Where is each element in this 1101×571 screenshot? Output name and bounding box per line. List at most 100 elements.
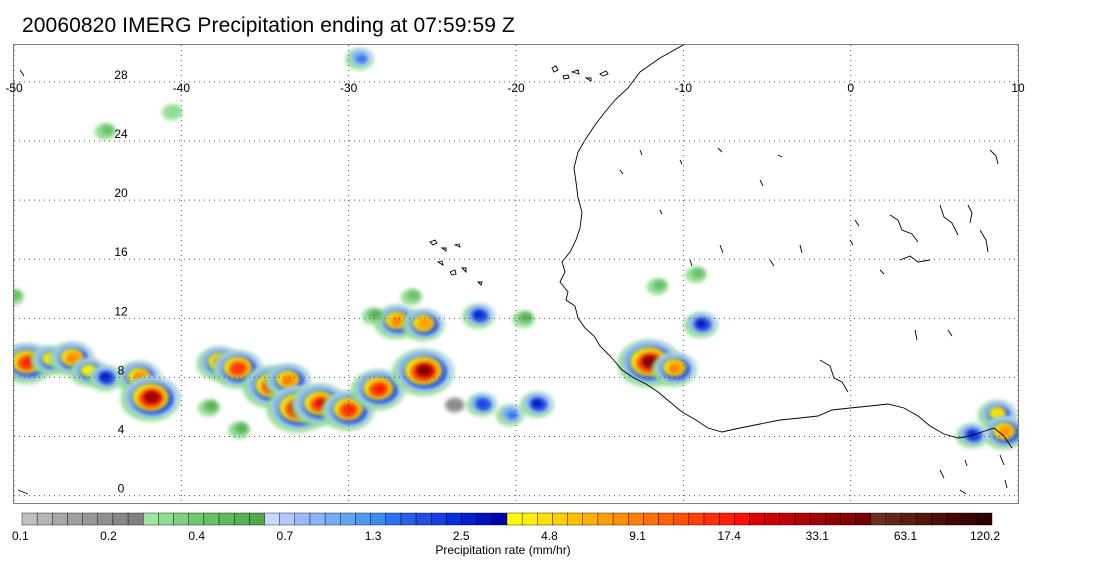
precip-cell (197, 399, 220, 417)
lat-tick-label: 8 (118, 363, 125, 377)
colorbar-swatch (249, 512, 265, 526)
colorbar-swatch (612, 512, 629, 526)
colorbar-swatch (143, 512, 159, 526)
colorbar-swatch (658, 512, 674, 526)
precip-contour (234, 422, 249, 434)
precip-cell (955, 423, 988, 449)
precip-contour (368, 309, 382, 320)
colorbar-swatch (264, 512, 280, 526)
colorbar-swatch (506, 512, 523, 526)
precip-contour (653, 279, 667, 290)
colorbar (21, 512, 993, 526)
precip-cell (120, 376, 180, 422)
lon-tick-label: 10 (1011, 81, 1025, 95)
lat-tick-label: 28 (114, 68, 128, 82)
precip-contour (66, 355, 77, 364)
colorbar-swatch (643, 512, 659, 526)
lat-tick-label: 0 (118, 482, 125, 496)
colorbar-label: 17.4 (717, 529, 741, 543)
colorbar-swatch (855, 512, 871, 526)
colorbar-swatch (218, 512, 235, 526)
precip-cell (495, 404, 524, 426)
colorbar-swatch (688, 512, 705, 526)
coastline-layer (17, 45, 1013, 495)
precip-contour (476, 399, 487, 407)
lat-tick-label: 16 (114, 245, 128, 259)
precip-contour (99, 372, 111, 381)
cape-verde-islands (429, 239, 483, 286)
colorbar-swatch (127, 512, 144, 526)
precip-cell (94, 123, 116, 140)
colorbar-swatch (97, 512, 114, 526)
colorbar-label: 4.8 (541, 529, 558, 543)
lat-tick-label: 20 (114, 186, 128, 200)
colorbar-swatch (764, 512, 781, 526)
colorbar-swatch (21, 512, 38, 526)
precip-contour (695, 319, 707, 328)
colorbar-swatch (158, 512, 174, 526)
colorbar-swatch (779, 512, 796, 526)
precip-contour (691, 267, 705, 279)
precip-cell (646, 278, 668, 295)
colorbar-swatch (355, 512, 371, 526)
inland-water-lines (17, 69, 1008, 495)
colorbar-swatch (415, 512, 432, 526)
precip-cell (519, 392, 554, 418)
map-frame (13, 44, 1019, 504)
colorbar-title: Precipitation rate (mm/hr) (435, 543, 571, 557)
colorbar-swatch (916, 512, 932, 526)
precip-cell (351, 370, 405, 411)
colorbar-swatch (961, 512, 978, 526)
colorbar-swatch (840, 512, 856, 526)
colorbar-swatch (809, 512, 826, 526)
colorbar-swatch (340, 512, 356, 526)
precip-contour (356, 55, 368, 64)
colorbar-swatch (552, 512, 568, 526)
colorbar-swatch (370, 512, 386, 526)
latitude-tick-labels: 28 24 20 16 12 8 4 0 (114, 68, 128, 496)
precip-cell (392, 349, 454, 396)
precip-contour (344, 404, 356, 414)
colorbar-label: 0.2 (100, 529, 117, 543)
colorbar-swatch (582, 512, 599, 526)
colorbar-swatch (870, 512, 887, 526)
colorbar-swatch (309, 512, 326, 526)
precip-contour (507, 411, 518, 420)
precip-contour (144, 392, 156, 402)
lon-tick-label: -40 (173, 81, 191, 95)
lon-tick-label: -50 (5, 81, 23, 95)
precip-contour (234, 363, 246, 372)
map-title: 20060820 IMERG Precipitation ending at 0… (22, 14, 515, 37)
colorbar-swatch (67, 512, 83, 526)
precip-cell (361, 308, 384, 325)
precip-contour (472, 310, 484, 319)
colorbar-swatch (324, 512, 341, 526)
colorbar-swatch (521, 512, 538, 526)
colorbar-label: 9.1 (629, 529, 646, 543)
lat-tick-label: 12 (114, 304, 128, 318)
precip-contour (417, 366, 429, 375)
colorbar-swatch (794, 512, 811, 526)
colorbar-swatch (461, 512, 477, 526)
colorbar-swatch (825, 512, 841, 526)
precip-cell (466, 393, 497, 417)
precip-cell (401, 309, 444, 342)
colorbar-swatch (491, 512, 508, 526)
colorbar-swatch (294, 512, 311, 526)
colorbar-swatch (52, 512, 68, 526)
colorbar-swatch (36, 512, 53, 526)
precip-contour (374, 383, 386, 393)
precip-contour (643, 357, 655, 367)
precip-cell (400, 289, 422, 306)
colorbar-label: 0.4 (188, 529, 206, 543)
colorbar-label: 63.1 (893, 529, 918, 543)
precip-cell (512, 310, 535, 328)
precip-contour (519, 312, 533, 323)
colorbar-label: 0.7 (276, 529, 294, 543)
colorbar-swatch (567, 512, 583, 526)
canary-islands (551, 65, 609, 82)
precip-contour (204, 400, 218, 412)
colorbar-swatch (946, 512, 962, 526)
colorbar-swatch (749, 512, 765, 526)
